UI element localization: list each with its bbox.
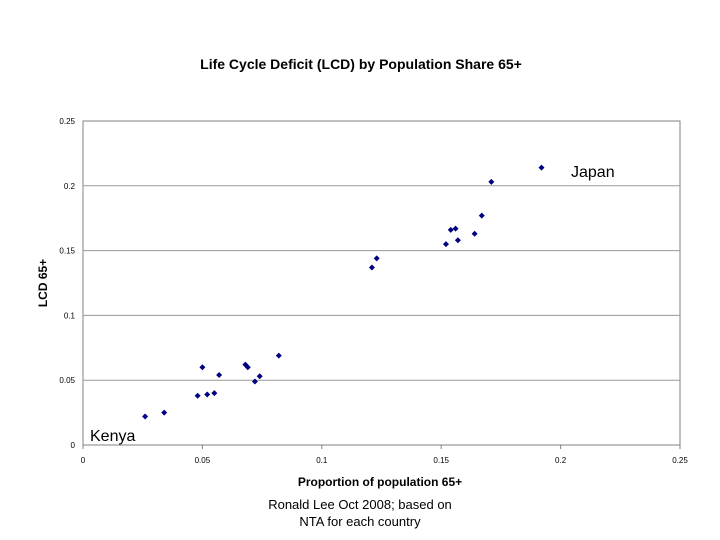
plot-area <box>82 120 681 446</box>
x-tick-label: 0 <box>81 456 86 465</box>
data-point <box>442 241 449 248</box>
x-tick-label: 0.25 <box>672 456 688 465</box>
x-tick-label: 0.05 <box>195 456 211 465</box>
y-tick-label: 0 <box>71 441 76 450</box>
x-axis-label: Proportion of population 65+ <box>298 475 462 489</box>
data-point <box>373 255 380 262</box>
x-tick-label: 0.2 <box>555 456 567 465</box>
x-tick-label: 0.15 <box>433 456 449 465</box>
data-point <box>454 237 461 244</box>
data-point <box>204 391 211 398</box>
y-tick-label: 0.15 <box>59 247 75 256</box>
annotation-japan: Japan <box>571 164 615 181</box>
credit-line-1: Ronald Lee Oct 2008; based on <box>268 497 452 512</box>
x-tick-label: 0.1 <box>316 456 328 465</box>
x-axis-ticks: 0 0.05 0.1 0.15 0.2 0.25 <box>81 445 688 465</box>
data-point <box>488 178 495 185</box>
data-point <box>275 352 282 359</box>
data-point <box>368 264 375 271</box>
annotation-kenya: Kenya <box>90 428 135 445</box>
chart-title: Life Cycle Deficit (LCD) by Population S… <box>200 56 522 72</box>
data-points <box>142 164 545 420</box>
gridlines <box>83 185 680 381</box>
data-point <box>251 378 258 385</box>
data-point <box>211 390 218 397</box>
y-tick-label: 0.1 <box>64 311 76 320</box>
y-tick-label: 0.2 <box>64 182 76 191</box>
data-point <box>452 225 459 232</box>
data-point <box>471 230 478 237</box>
data-point <box>161 409 168 416</box>
y-axis-label: LCD 65+ <box>36 259 50 307</box>
y-axis-ticks: 0 0.05 0.1 0.15 0.2 0.25 <box>59 117 75 450</box>
data-point <box>447 226 454 233</box>
source-credit: Ronald Lee Oct 2008; based on NTA for ea… <box>240 496 480 530</box>
credit-line-2: NTA for each country <box>299 514 421 529</box>
data-point <box>199 364 206 371</box>
data-point <box>478 212 485 219</box>
y-tick-label: 0.25 <box>59 117 75 126</box>
data-point <box>216 372 223 379</box>
data-point <box>256 373 263 380</box>
data-point <box>538 164 545 171</box>
data-point <box>244 364 251 371</box>
y-tick-label: 0.05 <box>59 376 75 385</box>
data-point <box>142 413 149 420</box>
data-point <box>194 392 201 399</box>
